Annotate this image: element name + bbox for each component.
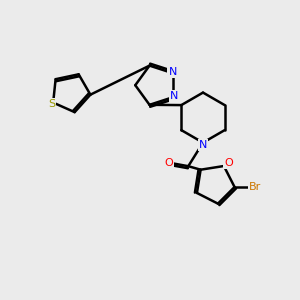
- Text: O: O: [164, 158, 173, 168]
- Text: O: O: [224, 158, 233, 168]
- Text: Br: Br: [249, 182, 261, 192]
- Text: N: N: [168, 67, 177, 76]
- Text: S: S: [48, 99, 55, 109]
- Text: N: N: [199, 140, 207, 150]
- Text: N: N: [170, 91, 178, 101]
